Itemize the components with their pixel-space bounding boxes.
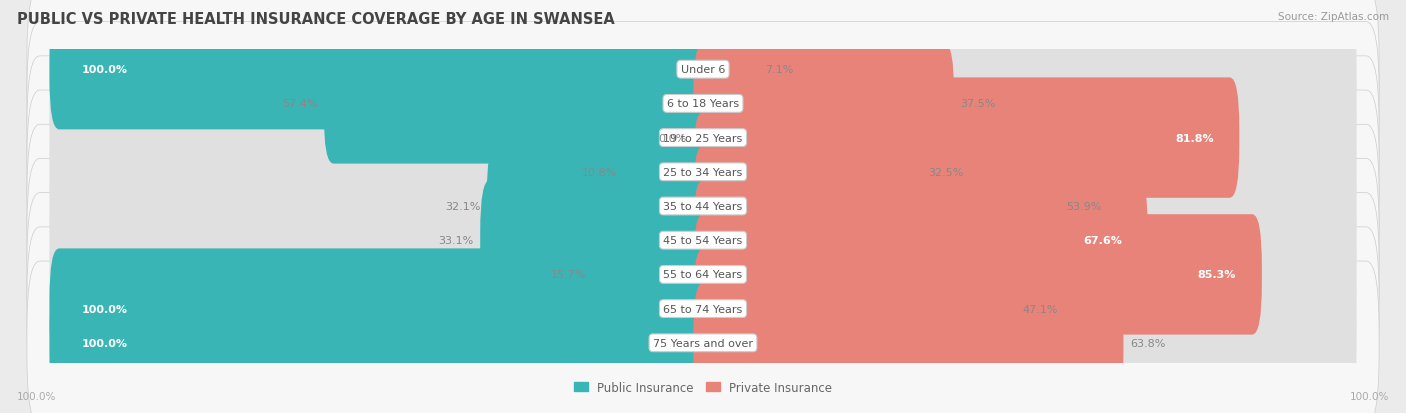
Text: 55 to 64 Years: 55 to 64 Years bbox=[664, 270, 742, 280]
Text: 100.0%: 100.0% bbox=[82, 338, 128, 348]
Text: 33.1%: 33.1% bbox=[439, 236, 474, 246]
FancyBboxPatch shape bbox=[27, 227, 1379, 390]
Text: 6 to 18 Years: 6 to 18 Years bbox=[666, 99, 740, 109]
FancyBboxPatch shape bbox=[486, 147, 713, 266]
FancyBboxPatch shape bbox=[693, 112, 922, 233]
FancyBboxPatch shape bbox=[27, 0, 1379, 152]
FancyBboxPatch shape bbox=[624, 112, 713, 233]
Text: 81.8%: 81.8% bbox=[1175, 133, 1213, 143]
Text: 63.8%: 63.8% bbox=[1130, 338, 1166, 348]
FancyBboxPatch shape bbox=[49, 147, 1357, 266]
FancyBboxPatch shape bbox=[49, 249, 1357, 369]
FancyBboxPatch shape bbox=[323, 44, 713, 164]
Text: 100.0%: 100.0% bbox=[82, 65, 128, 75]
FancyBboxPatch shape bbox=[693, 283, 1123, 403]
FancyBboxPatch shape bbox=[27, 57, 1379, 220]
Text: 85.3%: 85.3% bbox=[1198, 270, 1236, 280]
FancyBboxPatch shape bbox=[693, 10, 758, 130]
Text: 75 Years and over: 75 Years and over bbox=[652, 338, 754, 348]
Text: Under 6: Under 6 bbox=[681, 65, 725, 75]
FancyBboxPatch shape bbox=[49, 10, 713, 130]
FancyBboxPatch shape bbox=[49, 78, 1357, 198]
FancyBboxPatch shape bbox=[27, 91, 1379, 254]
FancyBboxPatch shape bbox=[592, 215, 713, 335]
Text: 32.1%: 32.1% bbox=[444, 202, 481, 211]
Text: 53.9%: 53.9% bbox=[1066, 202, 1101, 211]
FancyBboxPatch shape bbox=[693, 44, 955, 164]
FancyBboxPatch shape bbox=[693, 180, 1147, 301]
FancyBboxPatch shape bbox=[27, 159, 1379, 322]
Text: 10.8%: 10.8% bbox=[582, 167, 617, 177]
FancyBboxPatch shape bbox=[693, 78, 1239, 198]
FancyBboxPatch shape bbox=[49, 180, 1357, 301]
Text: 65 to 74 Years: 65 to 74 Years bbox=[664, 304, 742, 314]
Text: 32.5%: 32.5% bbox=[928, 167, 963, 177]
Text: 45 to 54 Years: 45 to 54 Years bbox=[664, 236, 742, 246]
Text: 35 to 44 Years: 35 to 44 Years bbox=[664, 202, 742, 211]
Text: 100.0%: 100.0% bbox=[1350, 391, 1389, 401]
Text: 100.0%: 100.0% bbox=[17, 391, 56, 401]
Text: PUBLIC VS PRIVATE HEALTH INSURANCE COVERAGE BY AGE IN SWANSEA: PUBLIC VS PRIVATE HEALTH INSURANCE COVER… bbox=[17, 12, 614, 27]
FancyBboxPatch shape bbox=[49, 215, 1357, 335]
Text: 47.1%: 47.1% bbox=[1022, 304, 1057, 314]
Legend: Public Insurance, Private Insurance: Public Insurance, Private Insurance bbox=[569, 376, 837, 399]
Text: 37.5%: 37.5% bbox=[960, 99, 995, 109]
FancyBboxPatch shape bbox=[49, 283, 713, 403]
Text: 57.4%: 57.4% bbox=[281, 99, 318, 109]
Text: 67.6%: 67.6% bbox=[1083, 236, 1122, 246]
Text: 15.7%: 15.7% bbox=[550, 270, 586, 280]
FancyBboxPatch shape bbox=[49, 249, 713, 369]
Text: 19 to 25 Years: 19 to 25 Years bbox=[664, 133, 742, 143]
FancyBboxPatch shape bbox=[693, 147, 1060, 266]
FancyBboxPatch shape bbox=[27, 261, 1379, 413]
Text: Source: ZipAtlas.com: Source: ZipAtlas.com bbox=[1278, 12, 1389, 22]
FancyBboxPatch shape bbox=[27, 125, 1379, 288]
FancyBboxPatch shape bbox=[49, 10, 1357, 130]
Text: 0.0%: 0.0% bbox=[658, 133, 688, 143]
FancyBboxPatch shape bbox=[481, 180, 713, 301]
Text: 100.0%: 100.0% bbox=[82, 304, 128, 314]
FancyBboxPatch shape bbox=[49, 112, 1357, 233]
FancyBboxPatch shape bbox=[49, 283, 1357, 403]
FancyBboxPatch shape bbox=[49, 44, 1357, 164]
FancyBboxPatch shape bbox=[693, 249, 1017, 369]
Text: 7.1%: 7.1% bbox=[765, 65, 793, 75]
Text: 25 to 34 Years: 25 to 34 Years bbox=[664, 167, 742, 177]
FancyBboxPatch shape bbox=[693, 215, 1261, 335]
FancyBboxPatch shape bbox=[27, 23, 1379, 186]
FancyBboxPatch shape bbox=[27, 193, 1379, 356]
